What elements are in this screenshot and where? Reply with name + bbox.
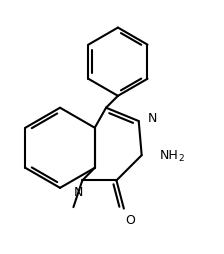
Text: 2: 2 xyxy=(178,154,183,163)
Text: N: N xyxy=(148,112,157,125)
Text: O: O xyxy=(125,214,135,227)
Text: NH: NH xyxy=(159,149,178,162)
Text: N: N xyxy=(74,186,83,199)
